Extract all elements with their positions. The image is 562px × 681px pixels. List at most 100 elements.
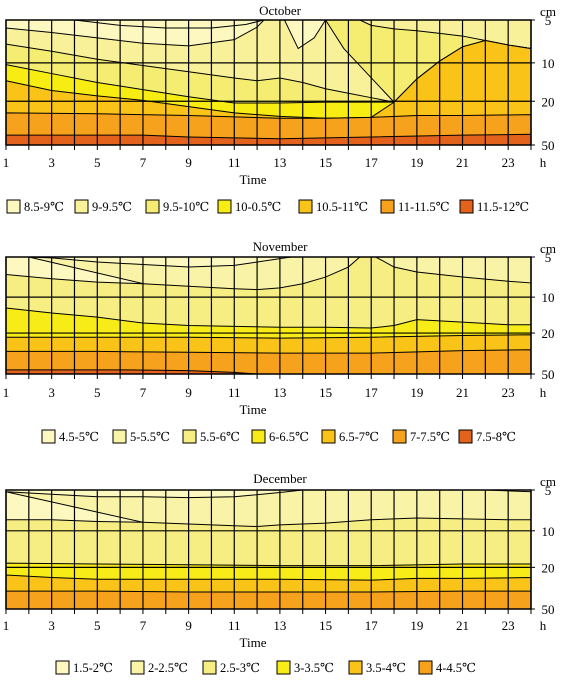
legend-swatch bbox=[145, 199, 160, 214]
legend-entry: 3-3.5℃ bbox=[276, 660, 334, 675]
x-unit-label: h bbox=[540, 155, 547, 170]
x-tick-label: 7 bbox=[140, 155, 147, 170]
legend-swatch bbox=[459, 199, 474, 214]
legend-label: 6-6.5℃ bbox=[269, 430, 309, 444]
x-axis-label: Time bbox=[240, 402, 267, 417]
legend-swatch bbox=[182, 429, 197, 444]
x-tick-label: 17 bbox=[365, 618, 379, 633]
x-tick-label: 3 bbox=[48, 155, 55, 170]
x-tick-label: 15 bbox=[319, 618, 332, 633]
x-tick-label: 21 bbox=[456, 155, 469, 170]
legend-entry: 2.5-3℃ bbox=[202, 660, 260, 675]
chart-title: October bbox=[259, 3, 302, 18]
legend-label: 2-2.5℃ bbox=[148, 661, 188, 675]
legend-label: 11-11.5℃ bbox=[398, 200, 450, 214]
x-tick-label: 9 bbox=[185, 155, 192, 170]
legend-entry: 6.5-7℃ bbox=[321, 429, 379, 444]
x-tick-label: 11 bbox=[228, 385, 241, 400]
x-tick-label: 19 bbox=[410, 618, 423, 633]
legend-entry: 10-0.5℃ bbox=[217, 199, 281, 214]
depth-tick-label: 50 bbox=[542, 602, 555, 617]
legend-entry: 7-7.5℃ bbox=[392, 429, 450, 444]
legend-entry: 11-11.5℃ bbox=[380, 199, 450, 214]
legend-label: 10-0.5℃ bbox=[235, 200, 281, 214]
legend-swatch bbox=[298, 199, 313, 214]
legend-swatch bbox=[251, 429, 266, 444]
depth-tick-label: 20 bbox=[542, 326, 555, 341]
x-tick-label: 3 bbox=[48, 385, 55, 400]
legend-swatch bbox=[202, 660, 217, 675]
x-tick-label: 5 bbox=[94, 385, 101, 400]
legend-label: 3-3.5℃ bbox=[294, 661, 334, 675]
legend-entry: 9-9.5℃ bbox=[74, 199, 132, 214]
legend-swatch bbox=[41, 429, 56, 444]
plot-frame bbox=[5, 489, 532, 610]
legend-swatch bbox=[6, 199, 21, 214]
x-tick-label: 15 bbox=[319, 155, 332, 170]
legend-label: 7.5-8℃ bbox=[476, 430, 516, 444]
y-unit-label: cm bbox=[540, 4, 556, 19]
legend-entry: 8.5-9℃ bbox=[6, 199, 64, 214]
depth-tick-label: 20 bbox=[542, 94, 555, 109]
x-tick-label: 13 bbox=[273, 618, 286, 633]
x-axis-label: Time bbox=[240, 635, 267, 650]
y-unit-label: cm bbox=[540, 241, 556, 256]
x-tick-label: 13 bbox=[273, 385, 286, 400]
legend-swatch bbox=[321, 429, 336, 444]
x-tick-label: 9 bbox=[185, 618, 192, 633]
y-unit-label: cm bbox=[540, 474, 556, 489]
legend-label: 2.5-3℃ bbox=[220, 661, 260, 675]
x-tick-label: 23 bbox=[502, 385, 515, 400]
legend-swatch bbox=[55, 660, 70, 675]
legend-swatch bbox=[74, 199, 89, 214]
x-tick-label: 1 bbox=[3, 155, 10, 170]
x-tick-label: 3 bbox=[48, 618, 55, 633]
depth-tick-label: 20 bbox=[542, 560, 555, 575]
x-tick-label: 11 bbox=[228, 155, 241, 170]
legend-entry: 6-6.5℃ bbox=[251, 429, 309, 444]
plot-frame bbox=[5, 256, 532, 375]
legend-label: 10.5-11℃ bbox=[316, 200, 368, 214]
x-tick-label: 5 bbox=[94, 155, 101, 170]
legend-entry: 7.5-8℃ bbox=[458, 429, 516, 444]
chart-title: December bbox=[253, 471, 307, 486]
legend-label: 1.5-2℃ bbox=[73, 661, 113, 675]
x-tick-label: 5 bbox=[94, 618, 101, 633]
legend-label: 11.5-12℃ bbox=[477, 200, 529, 214]
legend-entry: 11.5-12℃ bbox=[459, 199, 529, 214]
legend-entry: 1.5-2℃ bbox=[55, 660, 113, 675]
legend-entry: 3.5-4℃ bbox=[348, 660, 406, 675]
x-tick-label: 7 bbox=[140, 618, 147, 633]
depth-tick-label: 5 bbox=[545, 250, 552, 265]
x-tick-label: 17 bbox=[365, 385, 379, 400]
legend-label: 8.5-9℃ bbox=[24, 200, 64, 214]
depth-tick-label: 10 bbox=[542, 290, 555, 305]
depth-tick-label: 50 bbox=[542, 138, 555, 153]
legend-label: 6.5-7℃ bbox=[339, 430, 379, 444]
legend-label: 9.5-10℃ bbox=[163, 200, 209, 214]
depth-tick-label: 5 bbox=[545, 483, 552, 498]
legend-swatch bbox=[418, 660, 433, 675]
legend-swatch bbox=[380, 199, 395, 214]
temp-band-5 bbox=[5, 590, 532, 610]
legend-swatch bbox=[276, 660, 291, 675]
x-tick-label: 7 bbox=[140, 385, 147, 400]
plot-frame bbox=[5, 19, 532, 146]
x-tick-label: 23 bbox=[502, 155, 515, 170]
x-tick-label: 1 bbox=[3, 385, 10, 400]
legend-entry: 5.5-6℃ bbox=[182, 429, 240, 444]
legend-swatch bbox=[392, 429, 407, 444]
x-tick-label: 21 bbox=[456, 618, 469, 633]
legend-entry: 10.5-11℃ bbox=[298, 199, 368, 214]
legend-swatch bbox=[217, 199, 232, 214]
x-tick-label: 19 bbox=[410, 155, 423, 170]
legend-entry: 2-2.5℃ bbox=[130, 660, 188, 675]
depth-tick-label: 5 bbox=[545, 13, 552, 28]
x-tick-label: 23 bbox=[502, 618, 515, 633]
depth-tick-label: 10 bbox=[542, 524, 555, 539]
legend-entry: 4.5-5℃ bbox=[41, 429, 99, 444]
